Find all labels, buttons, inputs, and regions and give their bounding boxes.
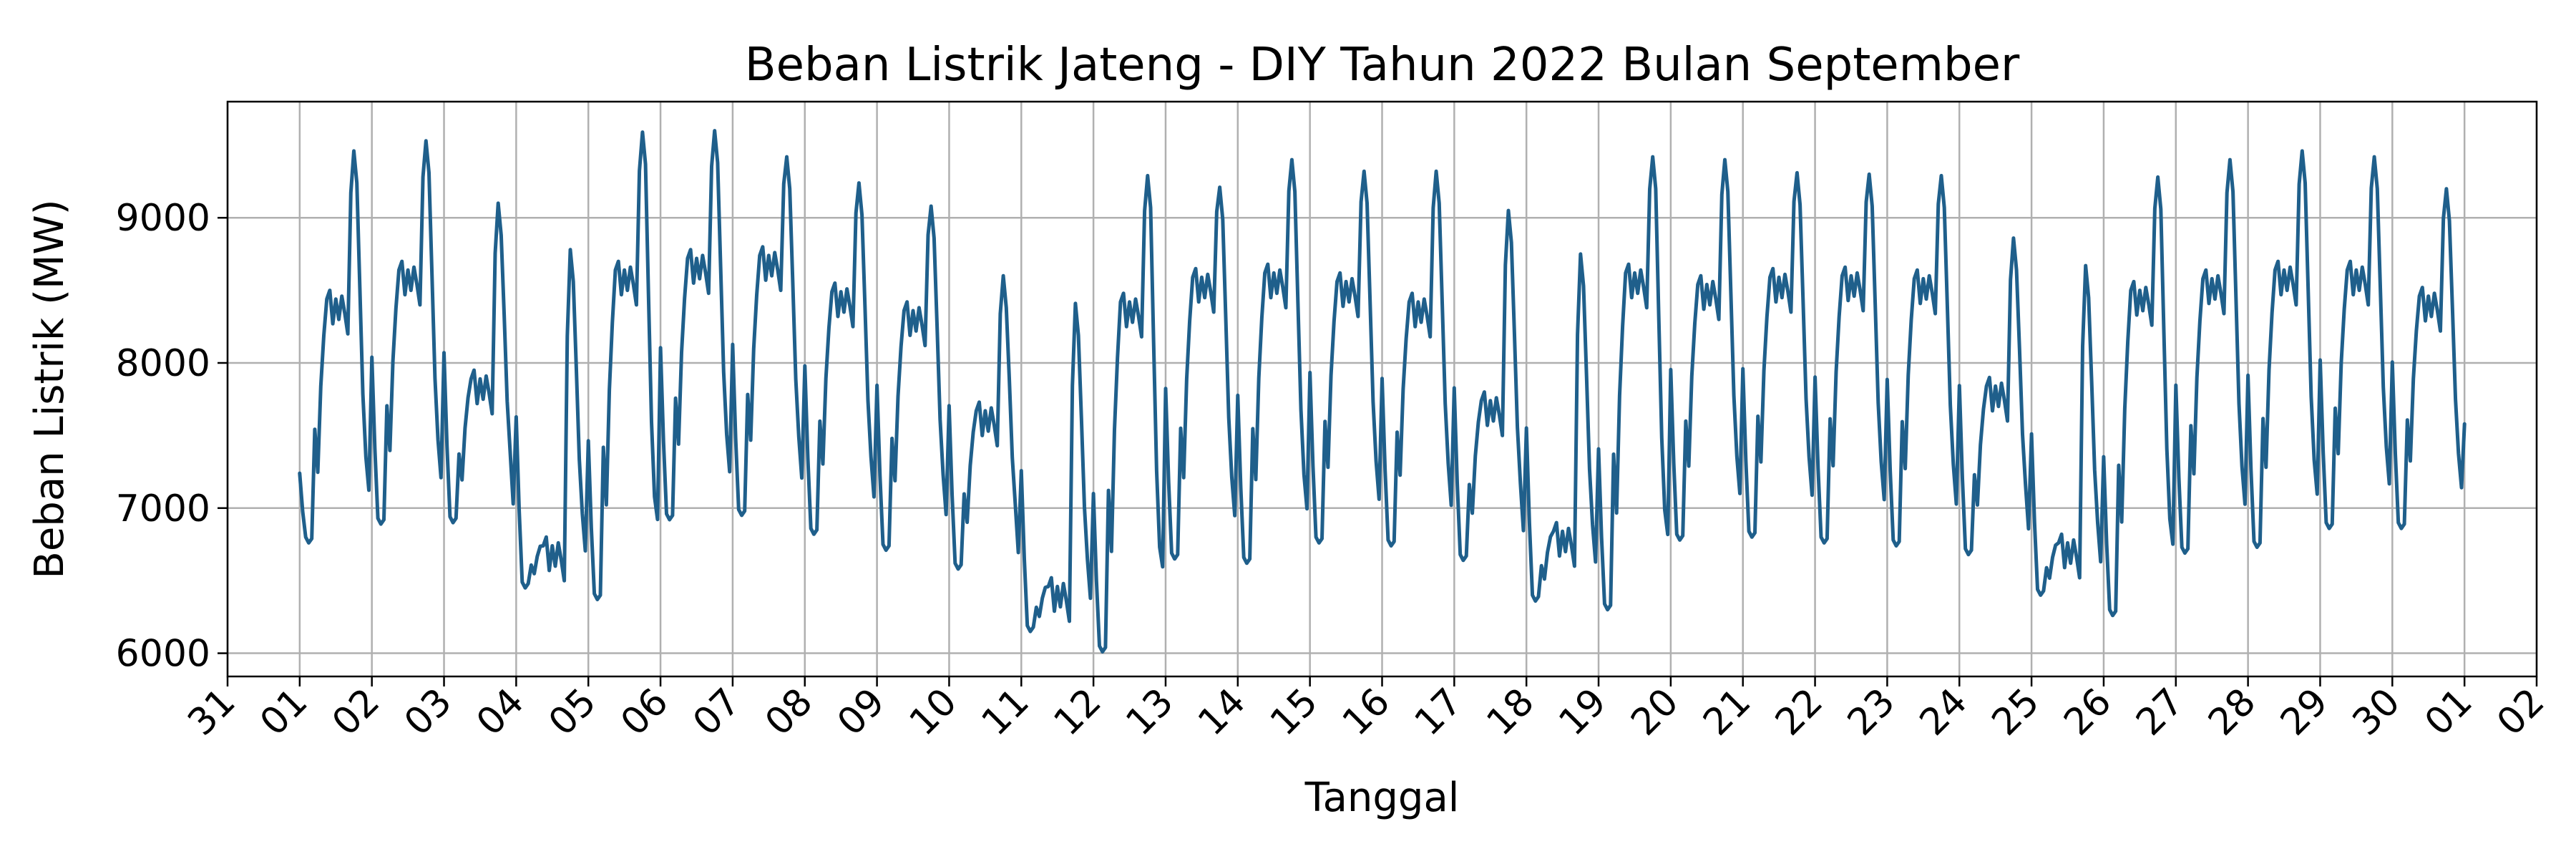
x-tick-label: 28 — [2200, 680, 2264, 744]
x-tick-label: 15 — [1262, 680, 1326, 744]
y-tick-label: 8000 — [116, 342, 210, 385]
ticks-layer: 31 01 02 03 04 05 06 07 08 09 10 11 12 13 14 15 16 17 18 19… — [116, 197, 2553, 744]
y-axis-label: Beban Listrik (MW) — [26, 199, 73, 578]
y-tick-label: 6000 — [116, 633, 210, 676]
y-tick-label: 9000 — [116, 197, 210, 240]
x-tick-label: 13 — [1118, 680, 1181, 744]
x-tick-label: 17 — [1407, 680, 1470, 744]
x-tick-label: 01 — [252, 680, 316, 744]
series-layer — [298, 129, 2467, 654]
x-tick-label: 02 — [324, 680, 388, 744]
x-tick-label: 11 — [974, 680, 1038, 744]
x-axis-label: Tanggal — [1304, 775, 1460, 821]
chart-title: Beban Listrik Jateng - DIY Tahun 2022 Bu… — [745, 39, 2020, 92]
x-tick-label: 27 — [2128, 680, 2192, 744]
x-tick-label: 06 — [613, 680, 676, 744]
x-tick-label: 30 — [2345, 680, 2409, 744]
x-tick-label: 20 — [1623, 680, 1687, 744]
x-tick-label: 25 — [1984, 680, 2047, 744]
series-line — [298, 129, 2467, 654]
x-tick-label: 03 — [396, 680, 460, 744]
x-tick-label: 14 — [1190, 680, 1254, 744]
x-tick-label: 18 — [1479, 680, 1543, 744]
x-tick-label: 04 — [469, 680, 532, 744]
x-tick-label: 12 — [1045, 680, 1109, 744]
x-tick-label: 09 — [829, 680, 893, 744]
x-tick-label: 01 — [2417, 680, 2481, 744]
x-tick-label: 08 — [757, 680, 821, 744]
y-tick-label: 7000 — [116, 487, 210, 530]
x-tick-label: 19 — [1551, 680, 1614, 744]
x-tick-label: 23 — [1840, 680, 1903, 744]
x-tick-label: 16 — [1335, 680, 1398, 744]
x-tick-label: 22 — [1767, 680, 1831, 744]
x-tick-label: 29 — [2273, 680, 2336, 744]
x-tick-label: 24 — [1912, 680, 1976, 744]
x-tick-label: 02 — [2489, 680, 2552, 744]
x-tick-label: 31 — [180, 680, 243, 744]
x-tick-label: 05 — [541, 680, 605, 744]
x-tick-label: 07 — [685, 680, 748, 744]
x-tick-label: 10 — [902, 680, 965, 744]
x-tick-label: 26 — [2056, 680, 2119, 744]
x-tick-label: 21 — [1695, 680, 1759, 744]
